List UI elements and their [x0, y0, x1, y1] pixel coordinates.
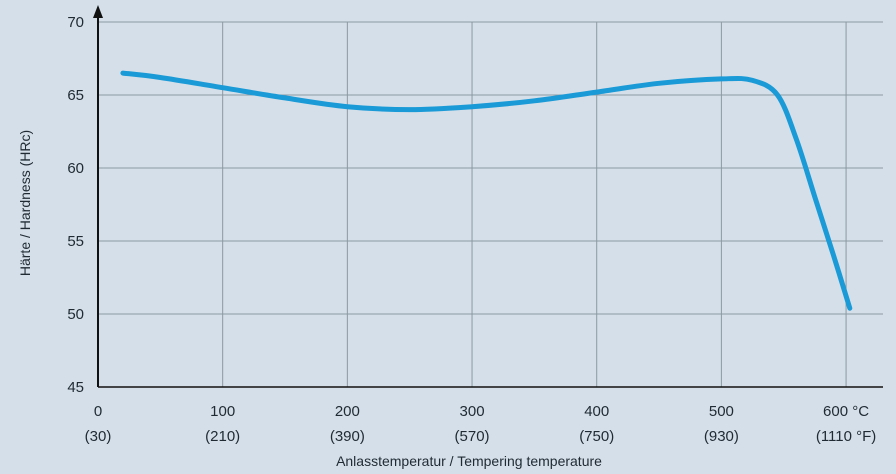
y-axis-title: Härte / Hardness (HRc) [17, 130, 33, 276]
x-tick-label: 400 [584, 403, 609, 420]
series [120, 70, 853, 311]
x-tick-label: 0 [94, 403, 102, 420]
y-tick-label: 50 [67, 306, 84, 323]
y-tick-label: 65 [67, 87, 84, 104]
y-tick-label: 60 [67, 160, 84, 177]
x-tick-label-fahrenheit: (750) [579, 428, 614, 445]
y-tick-labels: 45 50 55 60 65 70 [67, 14, 84, 396]
x-tick-label-fahrenheit: (930) [704, 428, 739, 445]
y-axis-arrow [93, 5, 103, 18]
x-axis-title: Anlasstemperatur / Tempering temperature [336, 453, 602, 469]
x-tick-label-fahrenheit: (570) [455, 428, 490, 445]
y-tick-label: 45 [67, 379, 84, 396]
x-tick-label-fahrenheit: (390) [330, 428, 365, 445]
x-tick-label-fahrenheit: (210) [205, 428, 240, 445]
x-tick-label: 500 [709, 403, 734, 420]
axes [93, 5, 883, 388]
grid [98, 21, 883, 387]
y-tick-label: 55 [67, 233, 84, 250]
x-tick-label: 200 [335, 403, 360, 420]
x-tick-label: 100 [210, 403, 235, 420]
x-tick-label-fahrenheit: (1110 °F) [816, 428, 876, 445]
y-tick-label: 70 [67, 14, 84, 31]
hardness-curve [120, 70, 853, 311]
x-tick-label: 600 °C [823, 403, 869, 420]
x-tick-labels: 0 (30) 100 (210) 200 (390) 300 (570) 400 (750) 500… [85, 403, 877, 445]
x-tick-label: 300 [460, 403, 485, 420]
x-tick-label-fahrenheit: (30) [85, 428, 112, 445]
